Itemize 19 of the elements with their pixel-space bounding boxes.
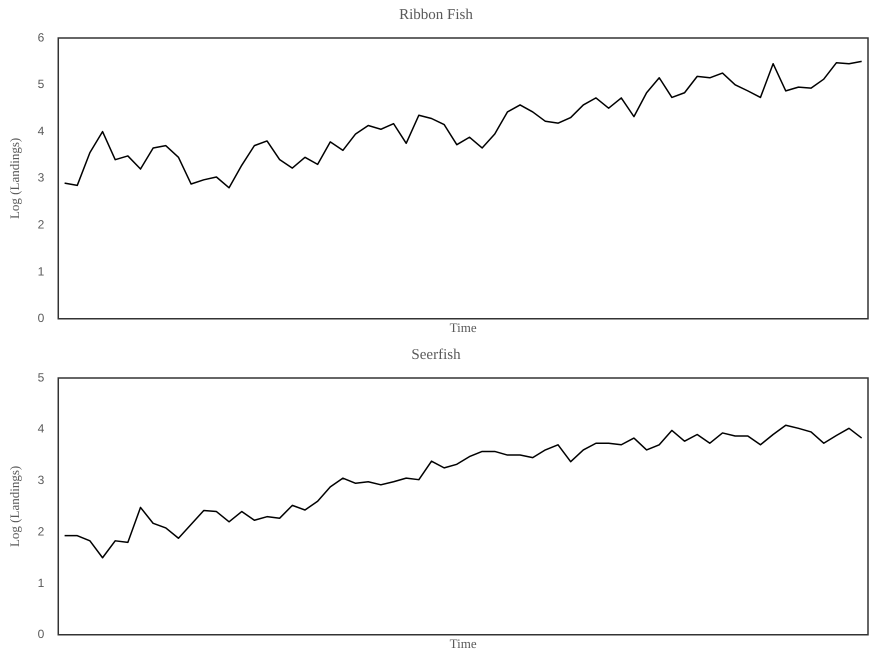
y-tick-label: 2 xyxy=(38,524,45,538)
y-tick-label: 6 xyxy=(38,30,45,44)
y-axis-title: Log (Landings) xyxy=(7,466,22,548)
chart-title: Ribbon Fish xyxy=(399,6,474,23)
chart-title: Seerfish xyxy=(411,346,462,363)
y-tick-label: 4 xyxy=(38,422,45,436)
y-tick-label: 1 xyxy=(38,576,45,590)
y-tick-label: 3 xyxy=(38,473,45,488)
y-tick-label: 4 xyxy=(38,124,45,138)
x-axis-title: Time xyxy=(450,636,477,652)
y-tick-label: 0 xyxy=(38,311,45,326)
y-tick-label: 5 xyxy=(38,77,45,92)
y-axis-title: Log (Landings) xyxy=(7,138,22,220)
y-tick-label: 3 xyxy=(38,170,45,185)
y-tick-label: 1 xyxy=(38,264,45,278)
x-axis-title: Time xyxy=(450,320,477,336)
y-tick-label: 0 xyxy=(38,627,45,642)
y-tick-label: 5 xyxy=(38,370,45,384)
y-tick-label: 2 xyxy=(38,218,45,232)
